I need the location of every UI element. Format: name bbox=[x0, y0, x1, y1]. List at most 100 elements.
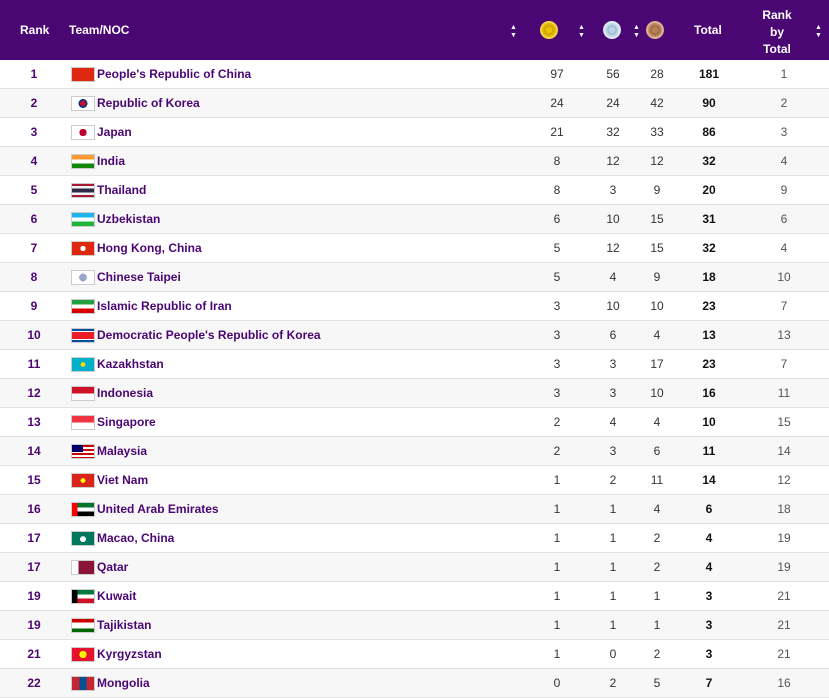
team-link[interactable]: Islamic Republic of Iran bbox=[97, 299, 232, 313]
table-row[interactable]: 14 Malaysia 2 3 6 11 14 bbox=[0, 437, 829, 466]
total-count: 32 bbox=[702, 241, 716, 255]
total-count: 3 bbox=[705, 589, 713, 603]
team-link[interactable]: Kuwait bbox=[97, 589, 137, 603]
gold-count: 1 bbox=[553, 589, 561, 603]
team-link[interactable]: Singapore bbox=[97, 415, 156, 429]
team-link[interactable]: Hong Kong, China bbox=[97, 241, 202, 255]
table-row[interactable]: 15 Viet Nam 1 2 11 14 12 bbox=[0, 466, 829, 495]
total-count: 20 bbox=[702, 183, 716, 197]
gold-count: 1 bbox=[553, 502, 561, 516]
gold-count: 0 bbox=[553, 676, 561, 690]
bronze-count: 4 bbox=[653, 328, 661, 342]
total-count: 4 bbox=[705, 560, 713, 574]
table-row[interactable]: 8 Chinese Taipei 5 4 9 18 10 bbox=[0, 263, 829, 292]
total-count: 4 bbox=[705, 531, 713, 545]
table-row[interactable]: 7 Hong Kong, China 5 12 15 32 4 bbox=[0, 234, 829, 263]
team-link[interactable]: United Arab Emirates bbox=[97, 502, 219, 516]
sort-icon[interactable]: ▲ ▼ bbox=[815, 24, 822, 39]
india-flag-icon bbox=[71, 154, 95, 169]
table-row[interactable]: 22 Mongolia 0 2 5 7 16 bbox=[0, 669, 829, 698]
table-row[interactable]: 19 Kuwait 1 1 1 3 21 bbox=[0, 582, 829, 611]
gold-medal-icon[interactable] bbox=[540, 21, 558, 39]
team-link[interactable]: Democratic People's Republic of Korea bbox=[97, 328, 321, 342]
rank-by-total-word: Rank bbox=[762, 8, 792, 22]
rank-by-total-word: by bbox=[769, 25, 784, 39]
total-count: 3 bbox=[705, 618, 713, 632]
total-count: 18 bbox=[702, 270, 716, 284]
team-link[interactable]: Kyrgyzstan bbox=[97, 647, 162, 661]
table-row[interactable]: 5 Thailand 8 3 9 20 9 bbox=[0, 176, 829, 205]
table-row[interactable]: 16 United Arab Emirates 1 1 4 6 18 bbox=[0, 495, 829, 524]
gold-count: 2 bbox=[553, 415, 561, 429]
table-row[interactable]: 11 Kazakhstan 3 3 17 23 7 bbox=[0, 350, 829, 379]
rank-by-total-word: Total bbox=[763, 42, 791, 56]
team-link[interactable]: Thailand bbox=[97, 183, 147, 197]
rank-by-total-cell: 21 bbox=[777, 647, 791, 661]
rank-header[interactable]: Rank bbox=[20, 23, 50, 37]
table-row[interactable]: 10 Democratic People's Republic of Korea 3… bbox=[0, 321, 829, 350]
rank-by-total-cell: 7 bbox=[780, 357, 788, 371]
team-link[interactable]: Mongolia bbox=[97, 676, 150, 690]
uzbekistan-flag-icon bbox=[71, 212, 95, 227]
team-link[interactable]: People's Republic of China bbox=[97, 67, 252, 81]
table-row[interactable]: 21 Kyrgyzstan 1 0 2 3 21 bbox=[0, 640, 829, 669]
table-row[interactable]: 17 Qatar 1 1 2 4 19 bbox=[0, 553, 829, 582]
rank-by-total-cell: 15 bbox=[777, 415, 791, 429]
team-link[interactable]: Macao, China bbox=[97, 531, 175, 545]
sort-icon[interactable]: ▲ ▼ bbox=[510, 24, 517, 39]
team-link[interactable]: Uzbekistan bbox=[97, 212, 161, 226]
table-row[interactable]: 17 Macao, China 1 1 2 4 19 bbox=[0, 524, 829, 553]
rank-by-total-header[interactable]: Rank by Total bbox=[760, 7, 794, 58]
team-link[interactable]: Malaysia bbox=[97, 444, 148, 458]
rank-cell: 19 bbox=[27, 589, 41, 603]
silver-count: 0 bbox=[609, 647, 617, 661]
total-count: 23 bbox=[702, 299, 716, 313]
total-count: 32 bbox=[702, 154, 716, 168]
team-link[interactable]: Qatar bbox=[97, 560, 129, 574]
total-header[interactable]: Total bbox=[694, 23, 722, 37]
bronze-count: 2 bbox=[653, 531, 661, 545]
silver-count: 3 bbox=[609, 386, 617, 400]
table-row[interactable]: 6 Uzbekistan 6 10 15 31 6 bbox=[0, 205, 829, 234]
table-row[interactable]: 2 Republic of Korea 24 24 42 90 2 bbox=[0, 89, 829, 118]
bronze-count: 10 bbox=[650, 299, 664, 313]
total-count: 6 bbox=[705, 502, 713, 516]
table-row[interactable]: 1 People's Republic of China 97 56 28 181 1 bbox=[0, 60, 829, 89]
team-link[interactable]: Viet Nam bbox=[97, 473, 149, 487]
rank-cell: 16 bbox=[27, 502, 41, 516]
bronze-medal-icon[interactable] bbox=[646, 21, 664, 39]
silver-medal-icon[interactable] bbox=[603, 21, 621, 39]
silver-count: 1 bbox=[609, 531, 617, 545]
rank-cell: 11 bbox=[27, 357, 41, 371]
team-link[interactable]: Chinese Taipei bbox=[97, 270, 181, 284]
table-row[interactable]: 19 Tajikistan 1 1 1 3 21 bbox=[0, 611, 829, 640]
bronze-count: 6 bbox=[653, 444, 661, 458]
table-row[interactable]: 13 Singapore 2 4 4 10 15 bbox=[0, 408, 829, 437]
table-row[interactable]: 4 India 8 12 12 32 4 bbox=[0, 147, 829, 176]
gold-count: 5 bbox=[553, 270, 561, 284]
silver-count: 2 bbox=[609, 676, 617, 690]
team-link[interactable]: Tajikistan bbox=[97, 618, 152, 632]
table-row[interactable]: 9 Islamic Republic of Iran 3 10 10 23 7 bbox=[0, 292, 829, 321]
bronze-count: 1 bbox=[653, 618, 661, 632]
team-link[interactable]: Indonesia bbox=[97, 386, 154, 400]
table-row[interactable]: 12 Indonesia 3 3 10 16 11 bbox=[0, 379, 829, 408]
total-count: 23 bbox=[702, 357, 716, 371]
bronze-count: 17 bbox=[650, 357, 664, 371]
table-row[interactable]: 3 Japan 21 32 33 86 3 bbox=[0, 118, 829, 147]
sort-icon[interactable]: ▲ ▼ bbox=[633, 24, 640, 39]
team-link[interactable]: Kazakhstan bbox=[97, 357, 164, 371]
team-link[interactable]: India bbox=[97, 154, 126, 168]
team-link[interactable]: Japan bbox=[97, 125, 132, 139]
gold-count: 21 bbox=[550, 125, 564, 139]
sort-icon[interactable]: ▲ ▼ bbox=[578, 24, 585, 39]
hong-kong-flag-icon bbox=[71, 241, 95, 256]
team-header[interactable]: Team/NOC bbox=[69, 23, 130, 37]
rank-by-total-cell: 21 bbox=[777, 589, 791, 603]
rank-by-total-cell: 14 bbox=[777, 444, 791, 458]
team-link[interactable]: Republic of Korea bbox=[97, 96, 200, 110]
macao-flag-icon bbox=[71, 531, 95, 546]
rank-cell: 10 bbox=[27, 328, 41, 342]
rank-cell: 9 bbox=[30, 299, 38, 313]
